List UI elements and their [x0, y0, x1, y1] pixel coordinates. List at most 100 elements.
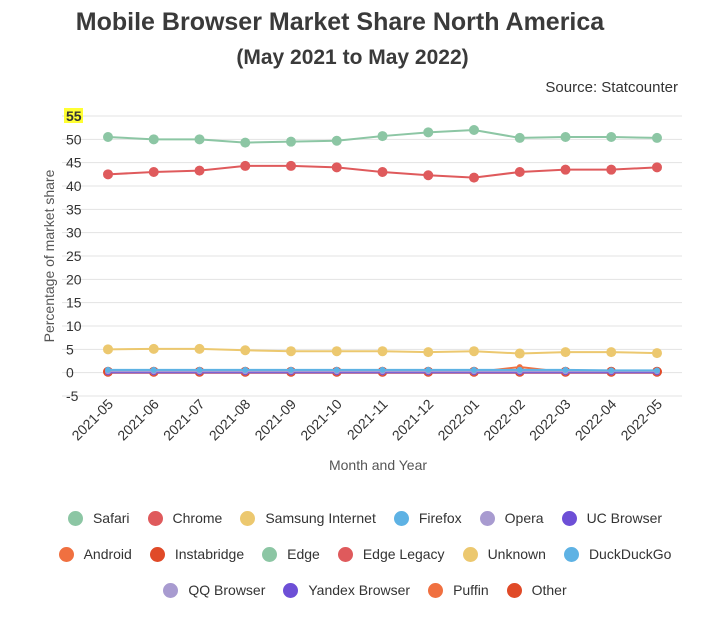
- data-point-firefox: [562, 366, 569, 373]
- legend-label: Android: [83, 546, 132, 562]
- x-tick-label: 2021-11: [344, 396, 391, 443]
- y-tick-label: 50: [66, 131, 82, 147]
- chart-title: Mobile Browser Market Share North Americ…: [75, 8, 605, 36]
- legend-item[interactable]: QQ Browser: [163, 582, 265, 598]
- data-point-samsung-internet: [331, 346, 342, 357]
- legend-label: Other: [531, 582, 567, 598]
- legend-row: Android Instabridge Edge Edge Legacy Unknown…: [30, 536, 700, 572]
- x-tick-label: 2021-10: [297, 396, 345, 444]
- x-tick-label: 2021-06: [114, 396, 162, 444]
- y-tick-label: 30: [66, 225, 82, 241]
- legend-item[interactable]: Instabridge: [149, 546, 244, 562]
- legend-marker-icon: [163, 582, 179, 598]
- x-tick-label: 2022-02: [480, 396, 528, 444]
- legend-item[interactable]: Opera: [479, 510, 544, 526]
- legend-label: Firefox: [418, 510, 462, 526]
- data-point-chrome: [148, 167, 159, 177]
- data-point-chrome: [560, 164, 571, 175]
- legend-item[interactable]: Edge Legacy: [337, 546, 445, 562]
- data-point-firefox: [654, 367, 660, 374]
- data-point-chrome: [240, 160, 251, 171]
- data-point-chrome: [652, 162, 662, 173]
- legend-item[interactable]: Edge: [262, 546, 320, 562]
- data-point-samsung-internet: [286, 346, 296, 357]
- legend-marker-icon: [283, 582, 299, 598]
- data-point-safari: [194, 134, 205, 145]
- data-point-safari: [377, 131, 388, 142]
- data-point-chrome: [514, 167, 525, 177]
- y-tick-label: 25: [66, 248, 82, 264]
- y-tick-label: 5: [66, 341, 74, 357]
- legend-item[interactable]: Firefox: [393, 510, 462, 526]
- x-tick-label: 2021-12: [389, 396, 437, 444]
- data-point-safari: [469, 125, 479, 135]
- legend-label: QQ Browser: [188, 582, 266, 598]
- data-point-safari: [148, 134, 159, 145]
- legend-marker-icon: [561, 510, 577, 526]
- legend-row: Safari Chrome Samsung Internet Firefox Opera…: [30, 500, 700, 536]
- y-tick-label: 40: [66, 178, 82, 194]
- data-point-firefox: [196, 366, 203, 373]
- legend-label: Edge: [287, 546, 320, 562]
- legend-item[interactable]: Unknown: [462, 546, 546, 562]
- y-tick-label: 20: [66, 271, 82, 287]
- y-tick-label: 45: [66, 155, 82, 171]
- legend-marker-icon: [428, 582, 444, 598]
- y-tick-label: 55: [66, 108, 82, 124]
- legend-marker-icon: [147, 510, 163, 526]
- data-point-safari: [652, 132, 662, 143]
- legend-item[interactable]: Other: [506, 582, 567, 598]
- data-point-safari: [240, 137, 251, 148]
- y-tick-label: 15: [66, 295, 82, 311]
- legend-item[interactable]: Chrome: [147, 510, 222, 526]
- source-note: Source: Statcounter: [545, 79, 678, 96]
- data-point-chrome: [377, 167, 388, 177]
- legend-marker-icon: [479, 510, 495, 526]
- legend-item[interactable]: Yandex Browser: [283, 582, 410, 598]
- data-point-firefox: [242, 366, 249, 373]
- data-point-safari: [514, 132, 525, 143]
- data-point-safari: [423, 127, 434, 138]
- data-point-samsung-internet: [652, 348, 662, 359]
- data-point-samsung-internet: [514, 348, 525, 359]
- x-tick-label: 2021-08: [206, 396, 254, 444]
- chart-subtitle: (May 2021 to May 2022): [236, 46, 469, 69]
- data-point-samsung-internet: [423, 347, 434, 358]
- x-tick-label: 2021-07: [160, 396, 208, 444]
- legend-marker-icon: [506, 582, 522, 598]
- legend-label: Unknown: [487, 546, 546, 562]
- legend-marker-icon: [240, 510, 256, 526]
- data-point-samsung-internet: [240, 345, 251, 356]
- data-point-firefox: [150, 366, 157, 373]
- tick-highlight: [64, 108, 83, 123]
- legend-label: Yandex Browser: [308, 582, 411, 598]
- legend-label: UC Browser: [586, 510, 663, 526]
- y-tick-label: -5: [66, 388, 79, 404]
- x-tick-label: 2022-03: [526, 396, 574, 444]
- data-point-safari: [286, 136, 296, 147]
- data-point-samsung-internet: [606, 347, 617, 358]
- legend-label: DuckDuckGo: [588, 546, 672, 562]
- legend-item[interactable]: Samsung Internet: [240, 510, 376, 526]
- data-point-safari: [606, 132, 617, 142]
- chart-legend: Safari Chrome Samsung Internet Firefox Opera…: [30, 500, 700, 608]
- data-point-firefox: [608, 367, 615, 374]
- legend-marker-icon: [58, 546, 74, 562]
- legend-marker-icon: [337, 546, 353, 562]
- data-point-firefox: [516, 366, 523, 373]
- legend-marker-icon: [67, 510, 83, 526]
- data-point-samsung-internet: [377, 346, 388, 357]
- legend-item[interactable]: Android: [58, 546, 132, 562]
- data-point-firefox: [288, 366, 294, 373]
- legend-item[interactable]: Safari: [67, 510, 130, 526]
- x-axis-title: Month and Year: [329, 457, 427, 473]
- data-point-chrome: [606, 164, 617, 175]
- legend-item[interactable]: Puffin: [428, 582, 489, 598]
- legend-marker-icon: [262, 546, 278, 562]
- data-point-chrome: [194, 165, 205, 176]
- data-point-samsung-internet: [469, 346, 479, 357]
- legend-label: Opera: [504, 510, 544, 526]
- legend-row: QQ Browser Yandex Browser Puffin Other: [30, 572, 700, 608]
- legend-item[interactable]: UC Browser: [561, 510, 663, 526]
- legend-item[interactable]: DuckDuckGo: [563, 546, 672, 562]
